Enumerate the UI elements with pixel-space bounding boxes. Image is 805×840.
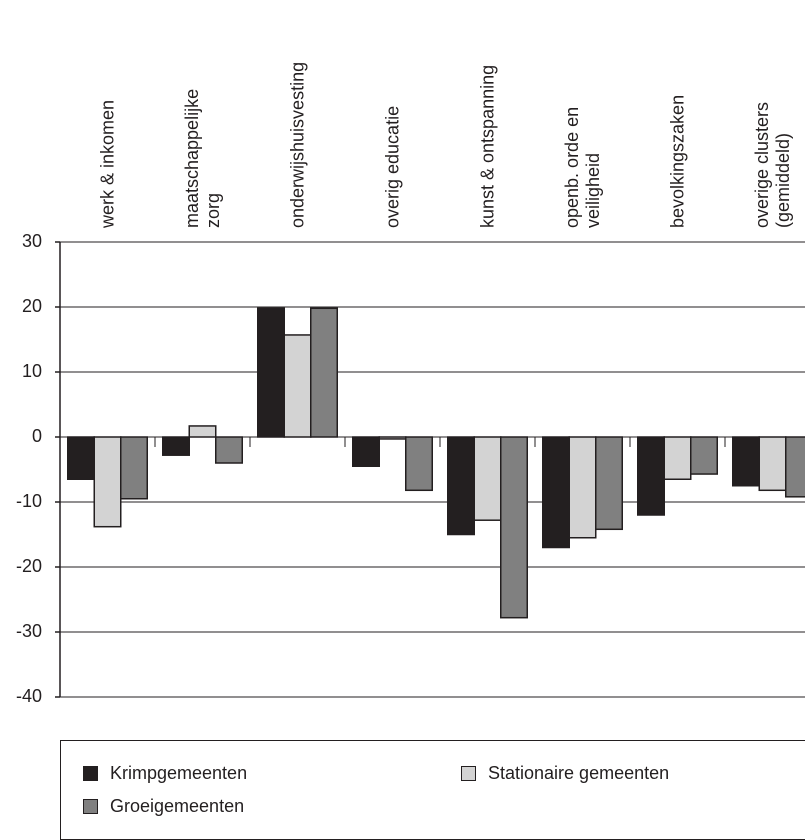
bar	[215, 436, 243, 464]
legend-item: Stationaire gemeenten	[461, 763, 669, 784]
legend-swatch	[461, 766, 476, 781]
bar	[352, 436, 380, 467]
x-tick-label: bevolkingszaken	[667, 94, 687, 228]
bar	[67, 436, 95, 480]
legend-swatch	[83, 766, 98, 781]
x-tick-label: kunst & ontspanning	[477, 64, 497, 228]
x-tick-label: overig educatie	[382, 105, 402, 228]
bar	[637, 436, 665, 516]
bar	[500, 436, 528, 619]
legend: Krimpgemeenten Stationaire gemeenten Groei…	[60, 740, 805, 840]
bar	[257, 307, 285, 438]
legend-item: Krimpgemeenten	[83, 763, 247, 784]
x-tick-label: overige clusters (gemiddeld)	[751, 101, 793, 228]
bar	[732, 436, 760, 487]
bar	[188, 425, 217, 438]
x-tick-label: maatschappelijke zorg	[181, 88, 223, 228]
bar	[283, 334, 312, 438]
bar	[663, 436, 692, 480]
bar	[542, 436, 570, 549]
y-tick-label: 30	[22, 231, 42, 251]
y-tick-label: -30	[16, 621, 42, 641]
bar	[93, 436, 122, 528]
y-tick-label: 20	[22, 296, 42, 316]
x-tick-label: werk & inkomen	[97, 99, 117, 228]
bar	[568, 436, 597, 539]
legend-label: Groeigemeenten	[110, 796, 245, 816]
x-tick-label: onderwijshuisvesting	[287, 61, 307, 228]
bar	[310, 307, 338, 438]
bar	[120, 436, 148, 500]
bar	[405, 436, 433, 492]
bar	[595, 436, 623, 531]
bar	[447, 436, 475, 536]
bar	[758, 436, 787, 492]
bar	[785, 436, 805, 498]
legend-label: Stationaire gemeenten	[488, 763, 670, 783]
bar	[162, 436, 190, 456]
y-tick-label: 10	[22, 361, 42, 381]
legend-label: Krimpgemeenten	[110, 763, 248, 783]
y-tick-label: -20	[16, 556, 42, 576]
bar	[378, 436, 407, 440]
legend-item: Groeigemeenten	[83, 796, 244, 817]
bar	[473, 436, 502, 521]
x-tick-label: openb. orde en veiligheid	[561, 106, 603, 228]
y-tick-label: 0	[32, 426, 42, 446]
bar	[690, 436, 718, 475]
legend-swatch	[83, 799, 98, 814]
y-tick-label: -10	[16, 491, 42, 511]
y-tick-label: -40	[16, 686, 42, 706]
